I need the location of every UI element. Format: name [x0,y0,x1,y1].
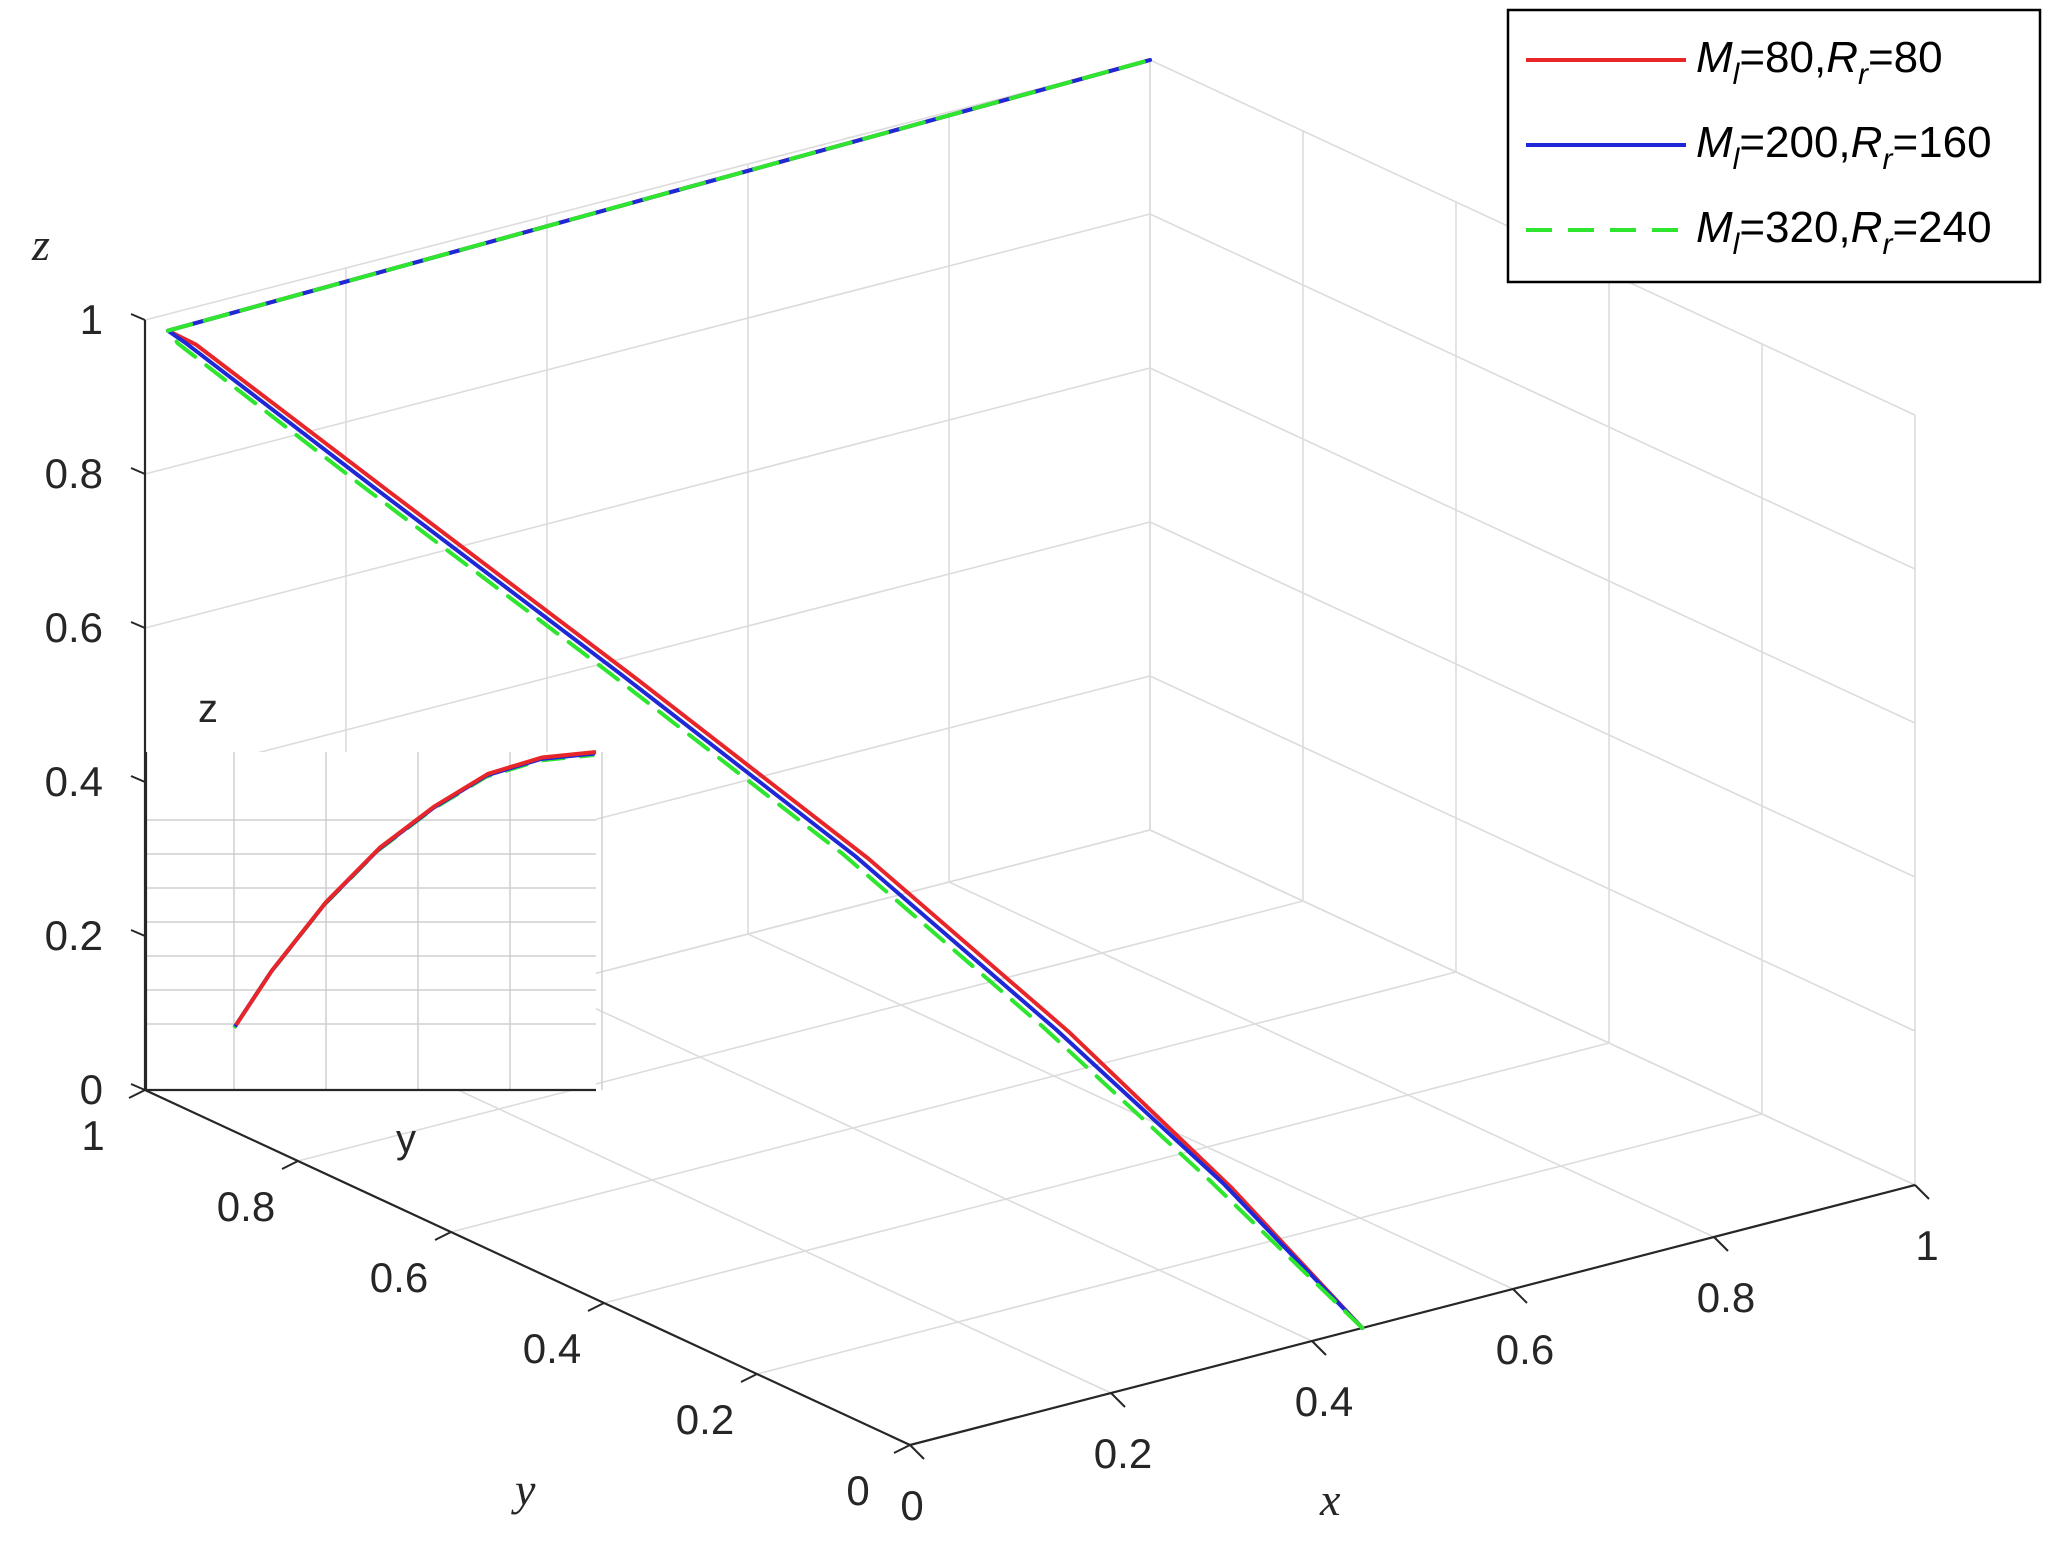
grid-line [1149,829,1916,1186]
grid-line [144,367,1151,629]
y-tick-mark [434,1231,452,1241]
grid-line [1149,521,1916,878]
y-tick-mark [740,1373,758,1383]
z-tick-label: 0.2 [45,912,103,959]
x-axis-label: x [1319,1474,1341,1525]
y-axis-line [144,1089,911,1446]
grid-line [1149,675,1916,1032]
x-tick-label: 0.6 [1496,1326,1554,1373]
grid-line [144,521,1151,783]
inset-series-1 [234,750,597,1027]
y-tick-label: 1 [81,1112,104,1159]
x-tick-label: 0.2 [1094,1430,1152,1477]
z-tick-mark [130,621,146,629]
x-tick-mark [1713,1236,1729,1252]
legend-label-2: Ml=200,Rr=160 [1696,118,1992,176]
grid-line [297,900,1304,1162]
z-tick-mark [130,929,146,937]
grid-line [747,933,1514,1290]
x-tick-label: 0.8 [1697,1274,1755,1321]
grid-line [144,213,1151,475]
x-tick-label: 0 [900,1482,923,1529]
grid-line [948,881,1715,1238]
y-axis-label: y [511,1464,536,1515]
grid-line [144,59,1151,321]
y-tick-mark [587,1302,605,1312]
z-axis-label: z [31,219,50,270]
inset-z-label: z [198,687,218,731]
z-tick-label: 1 [80,296,103,343]
x-tick-mark [1512,1288,1528,1304]
legend-label-3: Ml=320,Rr=240 [1696,203,1992,261]
x-tick-mark [909,1444,925,1460]
y-tick-mark [281,1160,299,1170]
series-curves [166,58,1365,1330]
z-tick-mark [130,467,146,475]
grid-line [1149,367,1916,724]
y-tick-label: 0.2 [676,1396,734,1443]
x-axis-line [909,1183,1916,1447]
grid-line [450,971,1457,1233]
z-tick-mark [130,1083,146,1091]
grid-line [345,1037,1112,1394]
inset-plot: z y [144,687,603,1161]
x-tick-label: 0.4 [1295,1378,1353,1425]
grid-line [1149,213,1916,570]
z-tick-mark [130,775,146,783]
z-tick-label: 0.8 [45,450,103,497]
z-tick-label: 0.6 [45,604,103,651]
grid-line [756,1113,1763,1375]
y-tick-mark [128,1089,146,1099]
x-tick-mark [1311,1340,1327,1356]
y-tick-label: 0.8 [217,1183,275,1230]
tick-labels: 00.20.40.60.8100.20.40.60.8100.20.40.60.… [45,296,1939,1529]
inset-y-label: y [396,1117,416,1161]
y-tick-mark [893,1444,911,1454]
series-line-2 [166,58,1365,1330]
y-tick-label: 0.6 [370,1254,428,1301]
z-tick-label: 0.4 [45,758,103,805]
inset-curves [232,750,597,1030]
y-tick-label: 0.4 [523,1325,581,1372]
z-tick-label: 0 [80,1066,103,1113]
grid-line [546,985,1313,1342]
x-tick-label: 1 [1915,1222,1938,1269]
legend-label-1: Ml=80,Rr=80 [1696,33,1943,91]
series-line-1 [166,58,1365,1330]
x-tick-mark [1110,1392,1126,1408]
grid-line [603,1042,1610,1304]
z-tick-mark [130,313,146,321]
x-tick-mark [1914,1184,1930,1200]
series-line-3 [166,58,1365,1330]
y-tick-label: 0 [846,1467,869,1514]
legend: Ml=80,Rr=80 Ml=200,Rr=160 Ml=320,Rr=240 [1506,8,2042,284]
